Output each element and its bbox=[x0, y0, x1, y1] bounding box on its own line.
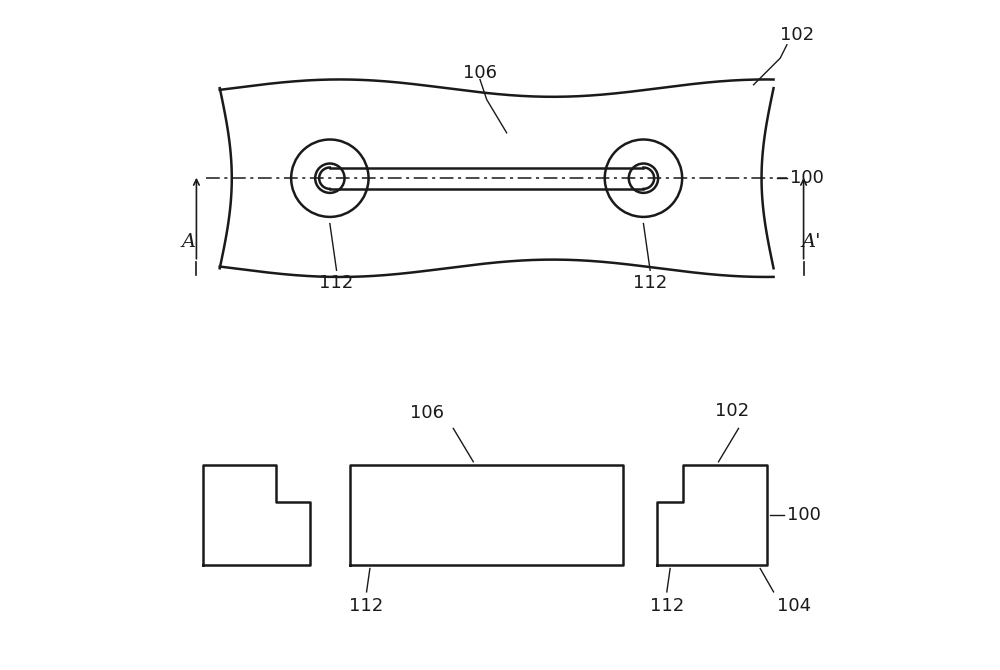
Text: 100: 100 bbox=[790, 170, 824, 187]
Text: 112: 112 bbox=[349, 597, 384, 615]
Text: A: A bbox=[181, 232, 195, 251]
Text: 102: 102 bbox=[715, 402, 749, 419]
Text: 112: 112 bbox=[650, 597, 684, 615]
Text: A': A' bbox=[802, 232, 821, 251]
Text: 106: 106 bbox=[410, 404, 444, 421]
Text: 106: 106 bbox=[463, 64, 497, 82]
Text: 112: 112 bbox=[319, 273, 354, 291]
Text: 112: 112 bbox=[633, 273, 667, 291]
Text: 100: 100 bbox=[787, 506, 821, 524]
Text: 102: 102 bbox=[780, 25, 814, 44]
Text: 104: 104 bbox=[777, 597, 811, 615]
